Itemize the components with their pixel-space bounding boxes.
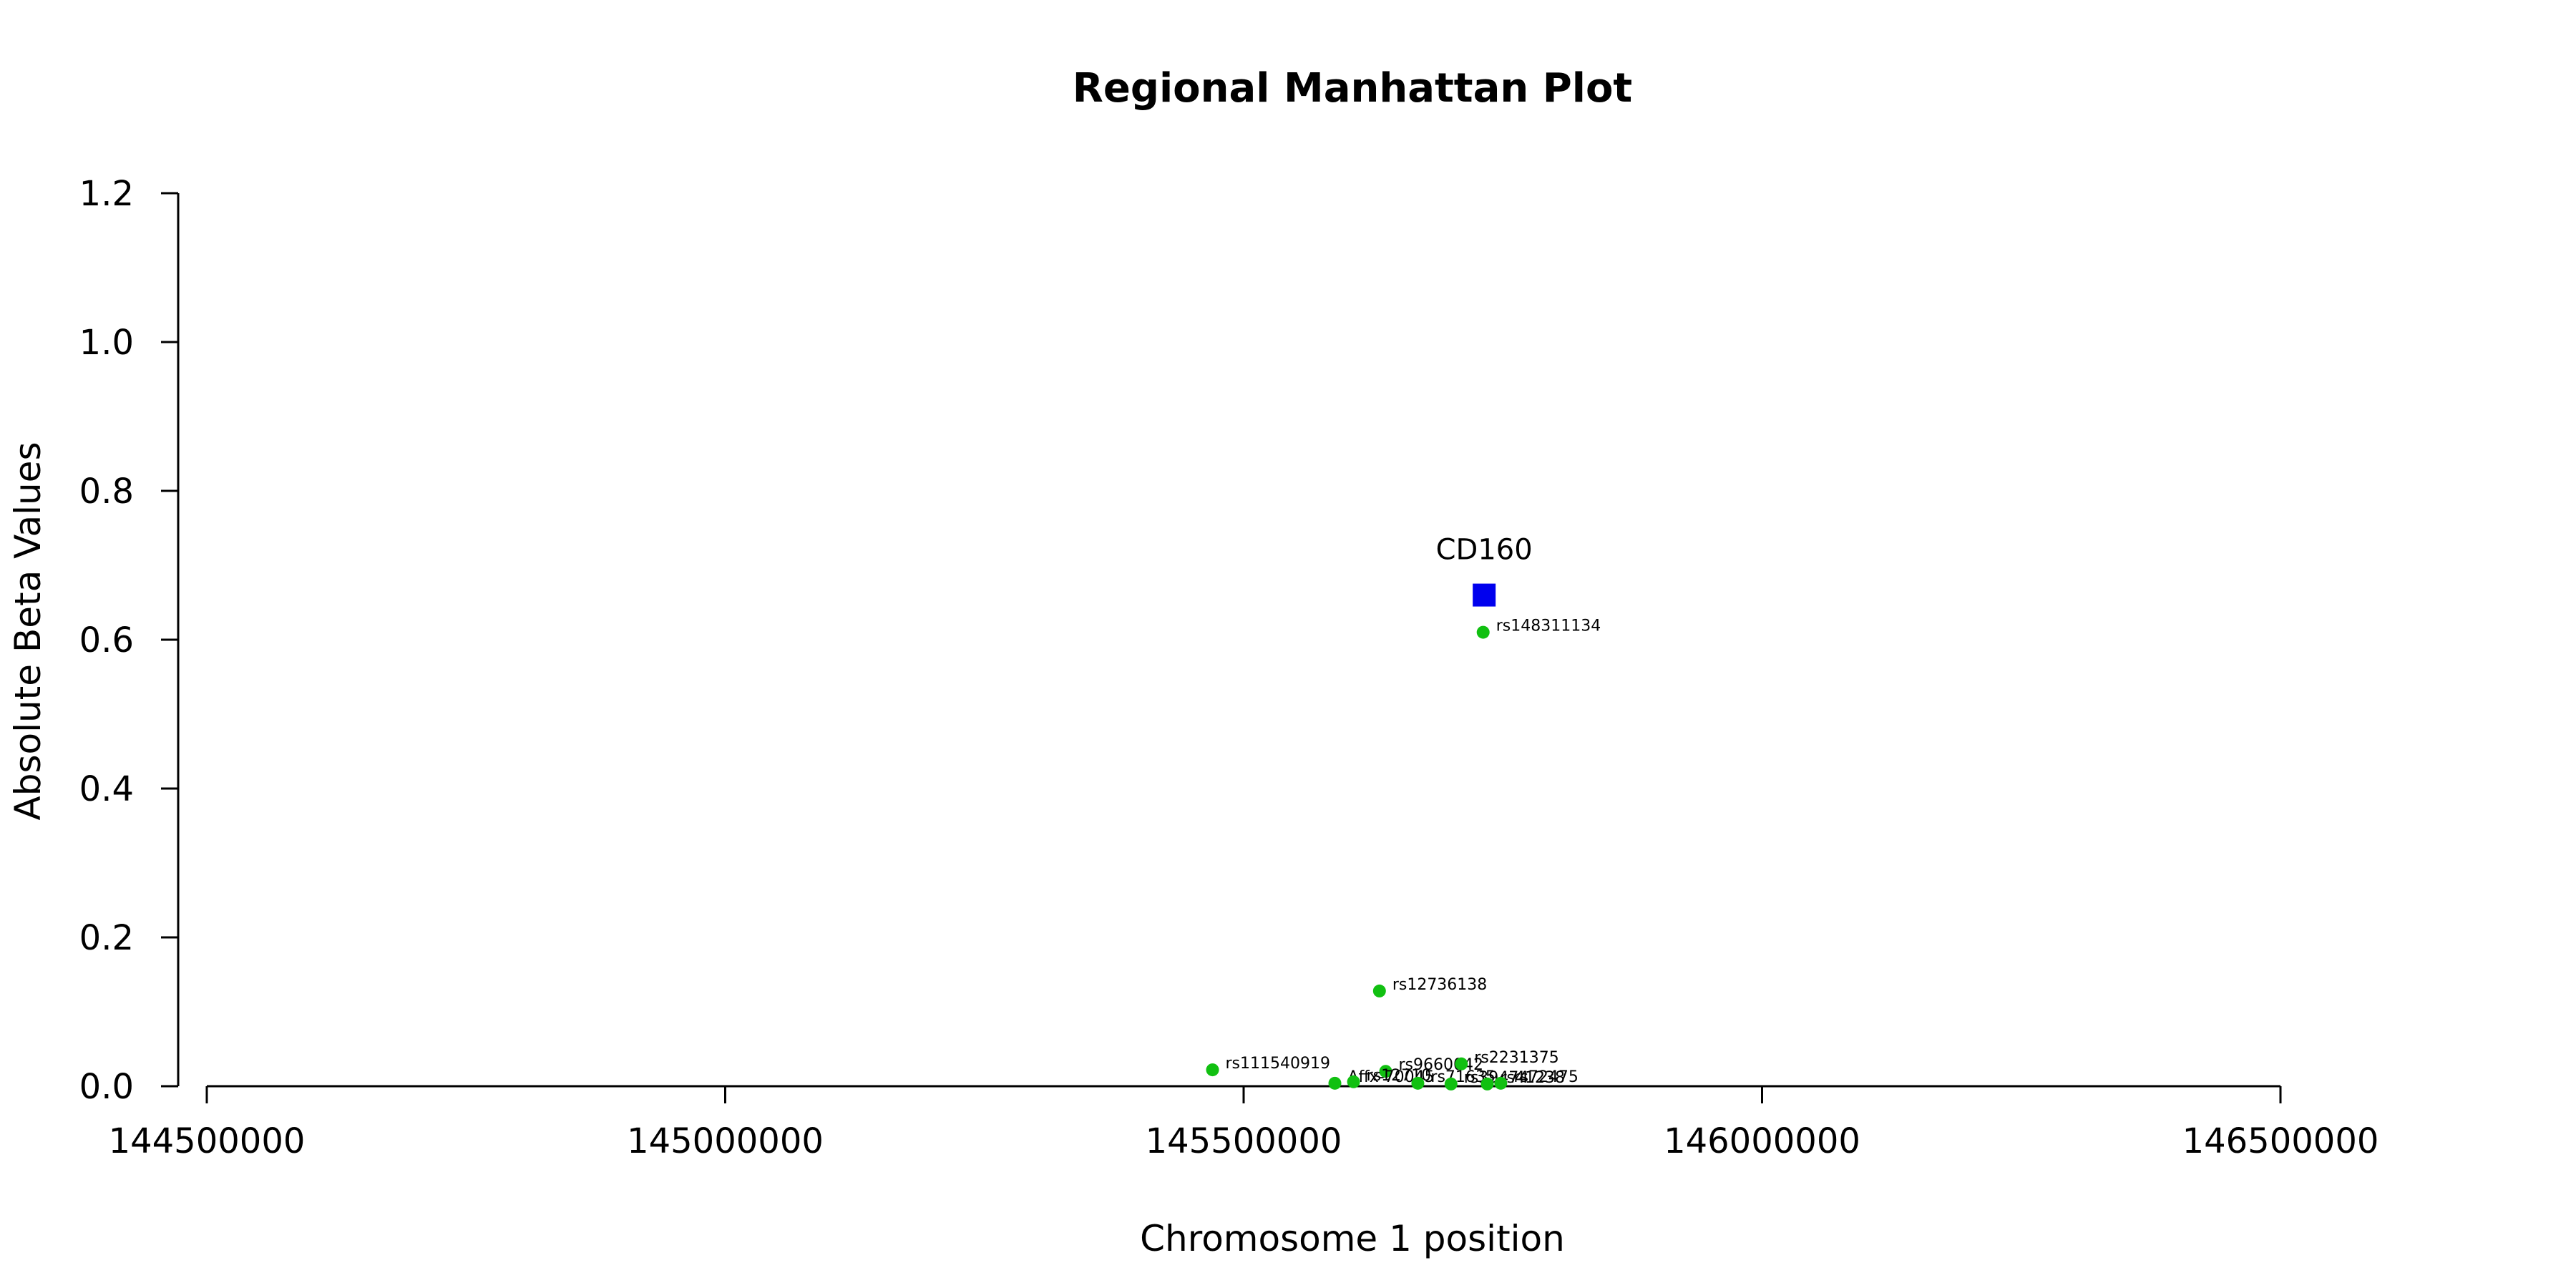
x-axis-label: Chromosome 1 position — [1140, 1218, 1565, 1259]
x-tick-label: 145500000 — [1146, 1121, 1342, 1161]
chart-title: Regional Manhattan Plot — [1073, 65, 1632, 112]
y-axis-label: Absolute Beta Values — [7, 442, 49, 821]
snp-point — [1455, 1057, 1468, 1070]
y-tick-label: 0.8 — [79, 472, 134, 512]
x-tick-label: 144500000 — [109, 1121, 306, 1161]
snp-point-label: rs148311134 — [1496, 618, 1601, 635]
snp-point-label: rs111540919 — [1226, 1055, 1330, 1073]
snp-point — [1480, 1077, 1494, 1091]
snp-point — [1444, 1077, 1458, 1091]
y-tick-label: 0.6 — [79, 620, 134, 660]
snp-point-label: rs2231375 — [1474, 1049, 1559, 1067]
snp-points: rs148311134 rs12736138 rs111540919 rs966004… — [1206, 618, 1601, 1091]
y-axis-ticks: 0.0 0.2 0.4 0.6 0.8 1.0 1.2 — [79, 174, 178, 1107]
snp-point-label: rs41238 — [1501, 1069, 1566, 1087]
y-tick-label: 1.2 — [79, 174, 134, 214]
y-tick-label: 1.0 — [79, 323, 134, 363]
snp-point-label: rs9660042 — [1399, 1056, 1484, 1074]
x-tick-label: 146000000 — [1664, 1121, 1860, 1161]
x-tick-label: 146500000 — [2182, 1121, 2379, 1161]
snp-point-label: rs72475 — [1513, 1068, 1579, 1086]
snp-point — [1494, 1076, 1508, 1090]
gene-label: CD160 — [1436, 534, 1533, 567]
y-tick-label: 0.4 — [79, 769, 134, 809]
snp-point-label: rs12736138 — [1392, 976, 1487, 994]
snp-point — [1411, 1076, 1425, 1090]
gene-marker-group: CD160 — [1436, 534, 1533, 607]
snp-point — [1206, 1063, 1219, 1077]
snp-point — [1372, 984, 1386, 997]
y-tick-label: 0.2 — [79, 918, 134, 958]
snp-point — [1476, 625, 1490, 639]
snp-point — [1328, 1076, 1342, 1090]
x-tick-label: 145000000 — [627, 1121, 824, 1161]
snp-point — [1379, 1065, 1392, 1078]
snp-point — [1347, 1075, 1360, 1088]
y-tick-label: 0.0 — [79, 1067, 134, 1107]
x-axis-ticks: 144500000 145000000 145500000 146000000 1465… — [109, 1086, 2379, 1161]
gene-marker — [1473, 583, 1496, 607]
